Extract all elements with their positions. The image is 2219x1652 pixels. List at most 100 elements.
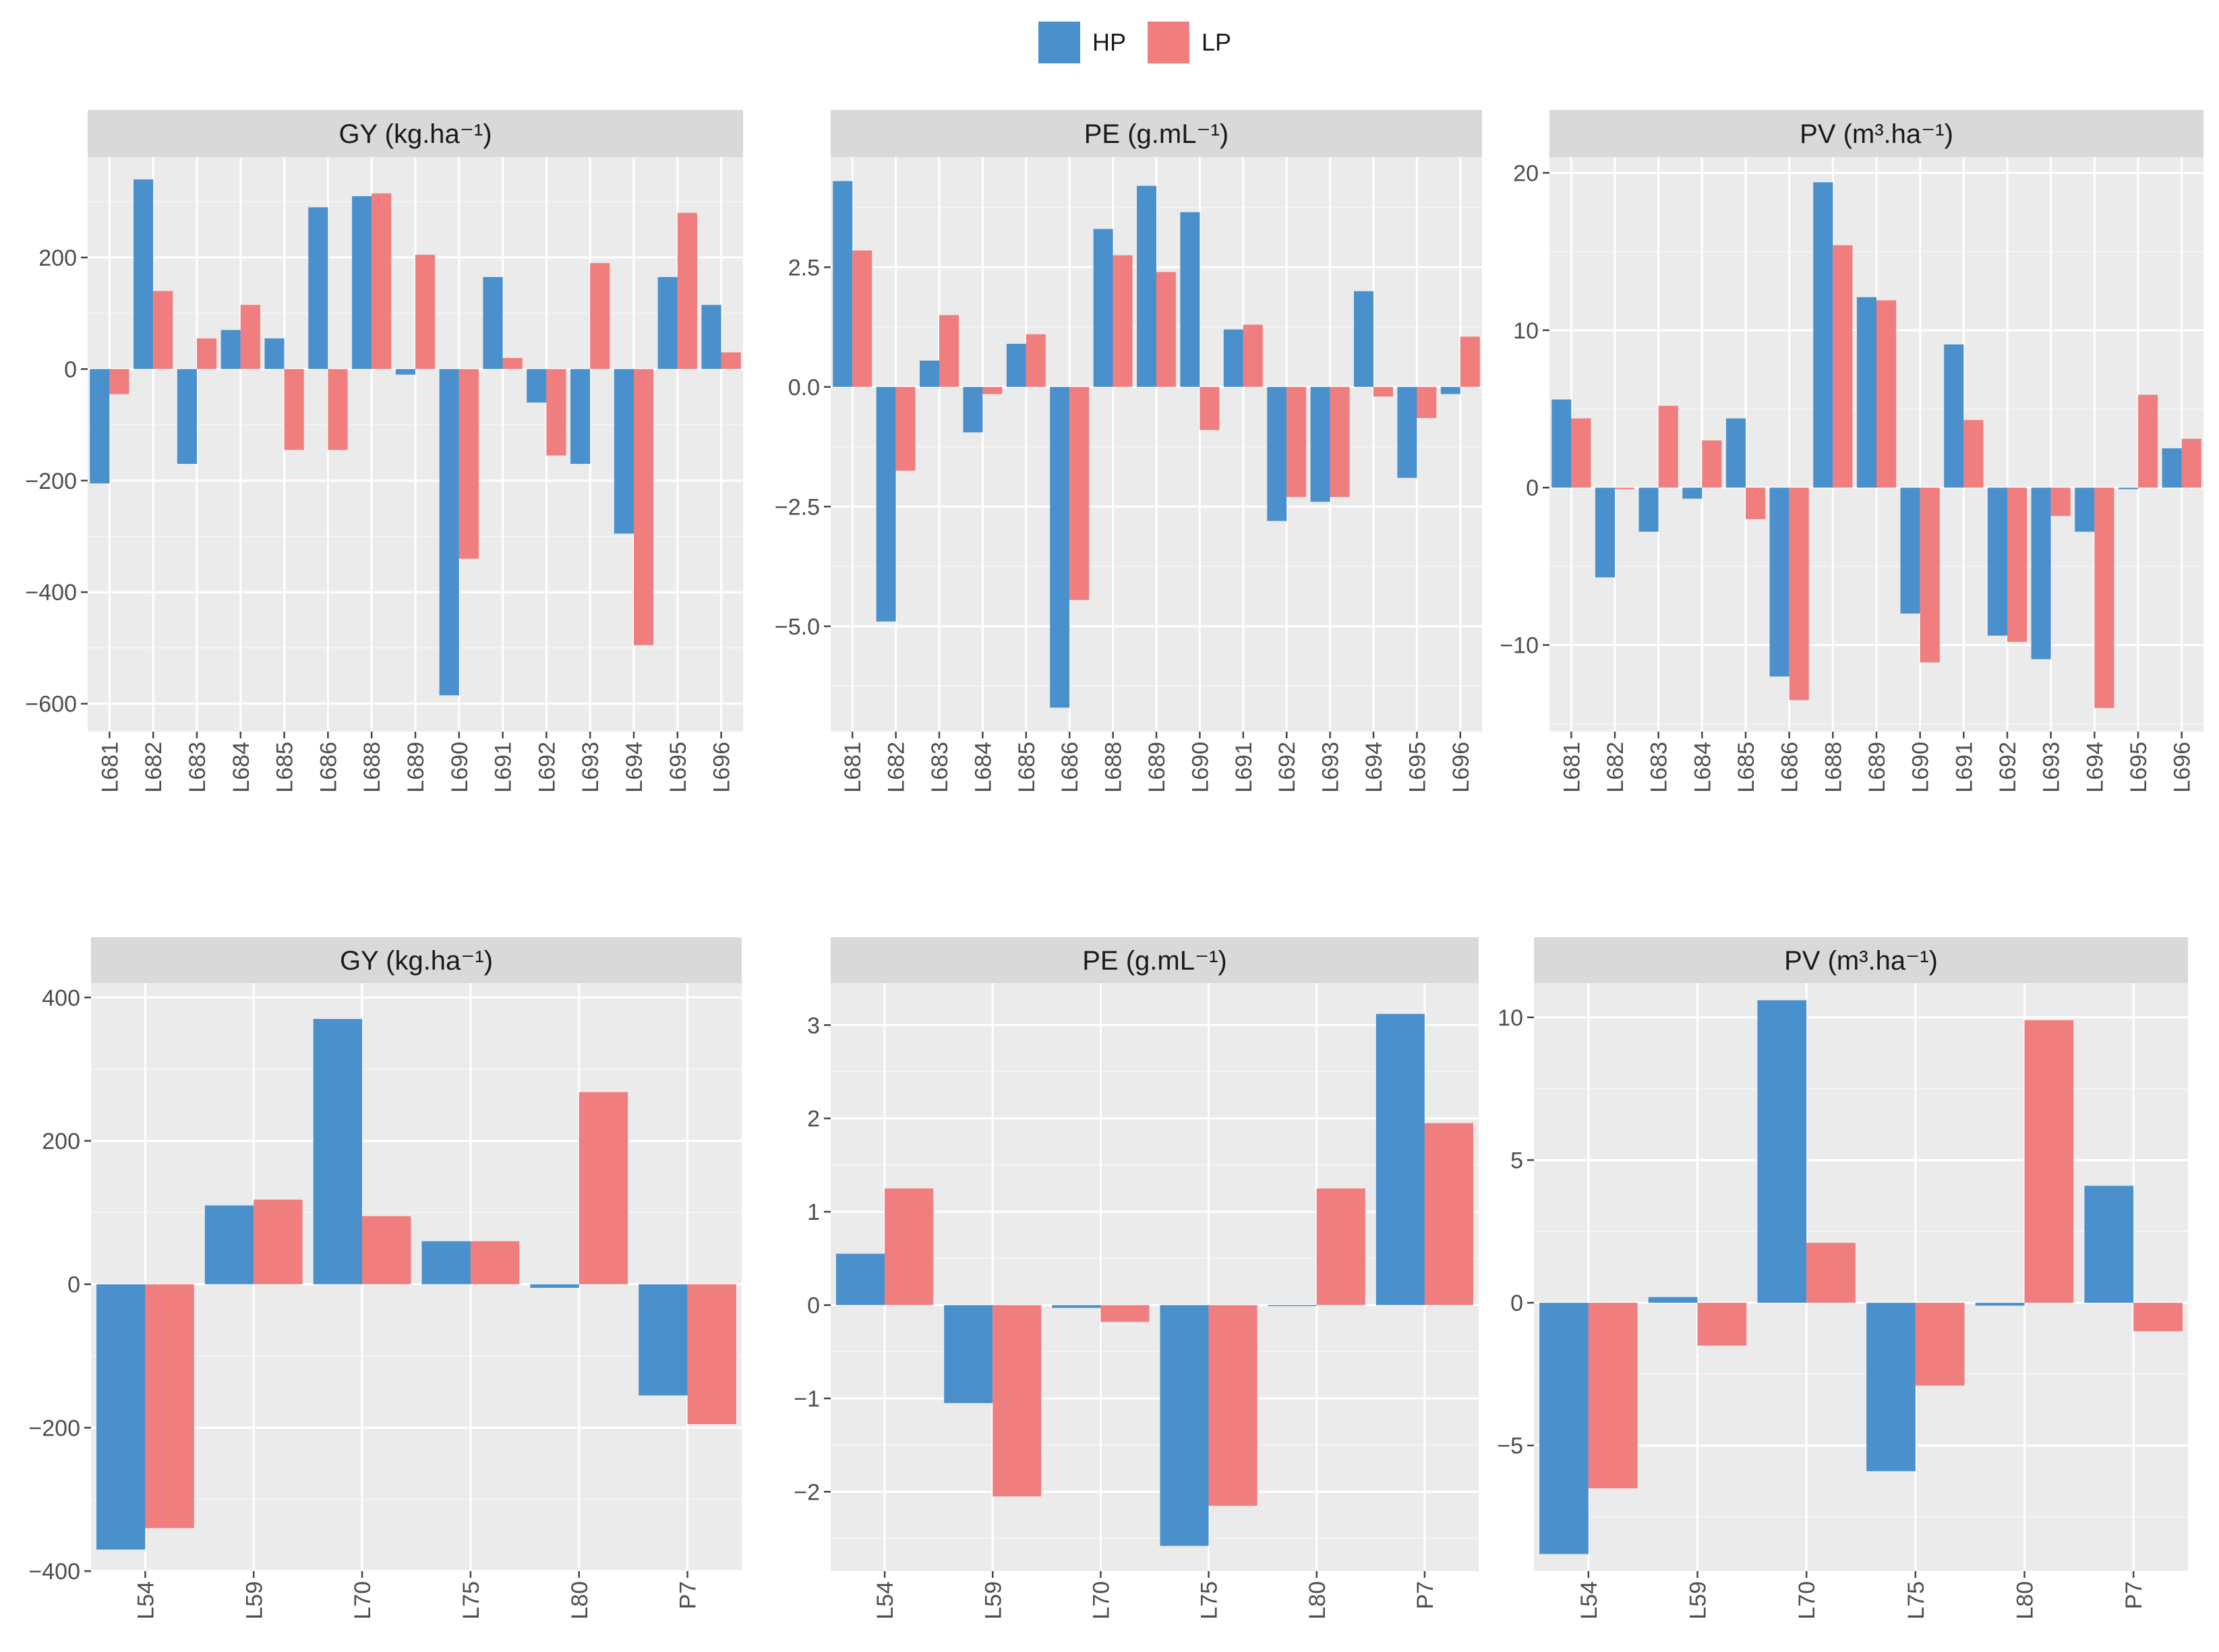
x-tick-label: L692 — [1995, 742, 2021, 793]
x-tick-label: L80 — [1305, 1581, 1330, 1620]
bar-lp-l685 — [1026, 334, 1046, 387]
x-tick-label: L691 — [1231, 742, 1257, 793]
bar-lp-l681 — [852, 250, 872, 387]
panel-title: PE (g.mL⁻¹) — [1082, 946, 1226, 976]
x-tick-label: L54 — [133, 1581, 158, 1620]
bar-lp-l686 — [328, 369, 348, 450]
panel-strip — [88, 110, 743, 157]
bar-hp-l694 — [614, 369, 634, 534]
x-tick-label: L691 — [1951, 742, 1977, 793]
x-tick-label: L684 — [1690, 742, 1715, 793]
bar-hp-l690 — [1900, 488, 1920, 614]
legend-item-hp: HP — [1038, 22, 1126, 63]
x-tick-label: L80 — [2013, 1581, 2038, 1620]
bar-lp-l690 — [1920, 488, 1940, 663]
bar-hp-l688 — [1813, 182, 1833, 488]
legend-item-lp: LP — [1148, 22, 1231, 63]
plot-background — [831, 983, 1479, 1571]
bar-lp-l690 — [458, 369, 479, 559]
x-tick-label: L696 — [1448, 742, 1474, 793]
y-tick-label: 200 — [38, 245, 77, 271]
x-tick-label: L75 — [1903, 1581, 1929, 1620]
bar-lp-l694 — [2094, 488, 2114, 708]
y-tick-label: 2.5 — [788, 255, 820, 281]
x-tick-label: L692 — [1274, 742, 1300, 793]
y-tick-label: 400 — [42, 985, 80, 1011]
bar-hp-l683 — [177, 369, 197, 464]
bar-hp-l685 — [1006, 343, 1026, 387]
bar-lp-l686 — [1789, 488, 1809, 701]
x-tick-label: L684 — [229, 742, 254, 793]
bar-lp-l689 — [1876, 300, 1897, 488]
chart-panel-3: GY (kg.ha⁻¹) −400 −200 0 200 400 L54 L59 L70 L75 L… — [28, 937, 742, 1620]
panel-title: GY (kg.ha⁻¹) — [340, 946, 493, 976]
legend-key-lp — [1148, 22, 1190, 63]
y-tick-label: 20 — [1513, 160, 1539, 186]
y-tick-label: 2 — [807, 1107, 820, 1132]
y-tick-label: −400 — [28, 1559, 80, 1585]
bar-hp-l695 — [657, 276, 678, 370]
y-tick-label: −1 — [794, 1386, 820, 1412]
y-tick-label: 0 — [1510, 1291, 1523, 1316]
x-tick-label: L75 — [458, 1581, 484, 1620]
bar-hp-l54 — [836, 1253, 885, 1305]
plot-background — [1534, 983, 2188, 1571]
bar-lp-l681 — [109, 369, 129, 394]
panel-title: PV (m³.ha⁻¹) — [1800, 119, 1953, 149]
x-tick-label: L686 — [1057, 742, 1083, 793]
bar-hp-l684 — [963, 386, 983, 433]
bar-hp-l683 — [920, 360, 939, 387]
bar-hp-l690 — [1180, 212, 1200, 387]
bar-hp-l681 — [1551, 399, 1572, 488]
x-tick-label: L682 — [884, 742, 910, 793]
bar-hp-l685 — [264, 338, 285, 370]
bar-hp-l54 — [96, 1284, 146, 1550]
panel-title: PE (g.mL⁻¹) — [1084, 119, 1229, 149]
x-tick-label: P7 — [2121, 1581, 2147, 1610]
bar-hp-l696 — [701, 305, 721, 370]
y-tick-label: −2 — [794, 1479, 820, 1505]
bar-hp-l689 — [395, 369, 415, 375]
bar-lp-l692 — [1286, 386, 1307, 498]
bar-hp-l681 — [90, 369, 110, 483]
x-tick-label: L681 — [97, 742, 123, 793]
bar-lp-l693 — [590, 263, 610, 370]
bar-hp-l694 — [1354, 291, 1373, 387]
x-tick-label: L683 — [1647, 742, 1672, 793]
bar-lp-l686 — [1069, 386, 1090, 600]
bar-hp-l696 — [1440, 386, 1460, 394]
x-tick-label: L688 — [359, 742, 385, 793]
bar-lp-l694 — [634, 369, 654, 645]
panel-strip — [831, 110, 1482, 157]
bar-hp-l685 — [1725, 418, 1746, 488]
bar-hp-l690 — [439, 369, 459, 696]
bar-lp-l70 — [1100, 1305, 1150, 1322]
legend-label-hp: HP — [1092, 28, 1127, 56]
x-tick-label: L685 — [272, 742, 298, 793]
y-tick-label: −200 — [25, 469, 77, 494]
x-tick-label: L682 — [1603, 742, 1628, 793]
legend-label-lp: LP — [1202, 28, 1232, 56]
y-tick-label: −400 — [25, 580, 77, 606]
bar-lp-l59 — [1697, 1303, 1747, 1346]
y-tick-label: 0 — [67, 1272, 80, 1298]
bar-lp-l685 — [284, 369, 304, 450]
bar-lp-l691 — [1243, 324, 1263, 387]
x-tick-label: L689 — [1144, 742, 1170, 793]
x-tick-label: L75 — [1197, 1581, 1222, 1620]
x-tick-label: L681 — [1559, 742, 1585, 793]
bar-hp-l681 — [833, 181, 853, 387]
bar-lp-l691 — [502, 357, 523, 370]
bar-lp-l80 — [579, 1092, 628, 1285]
bar-hp-l70 — [1757, 1000, 1807, 1303]
plot-background — [91, 983, 742, 1571]
chart-panel-5: PV (m³.ha⁻¹) −5 0 5 10 L54 L59 L70 L75 L80 P7 — [1497, 937, 2188, 1620]
x-tick-label: L70 — [1088, 1581, 1114, 1620]
bar-lp-l695 — [677, 212, 697, 370]
bar-hp-l692 — [1987, 488, 2007, 636]
bar-hp-l688 — [1093, 229, 1113, 387]
bar-lp-l70 — [362, 1216, 411, 1285]
x-tick-label: L688 — [1101, 742, 1127, 793]
x-tick-label: L59 — [980, 1581, 1006, 1620]
